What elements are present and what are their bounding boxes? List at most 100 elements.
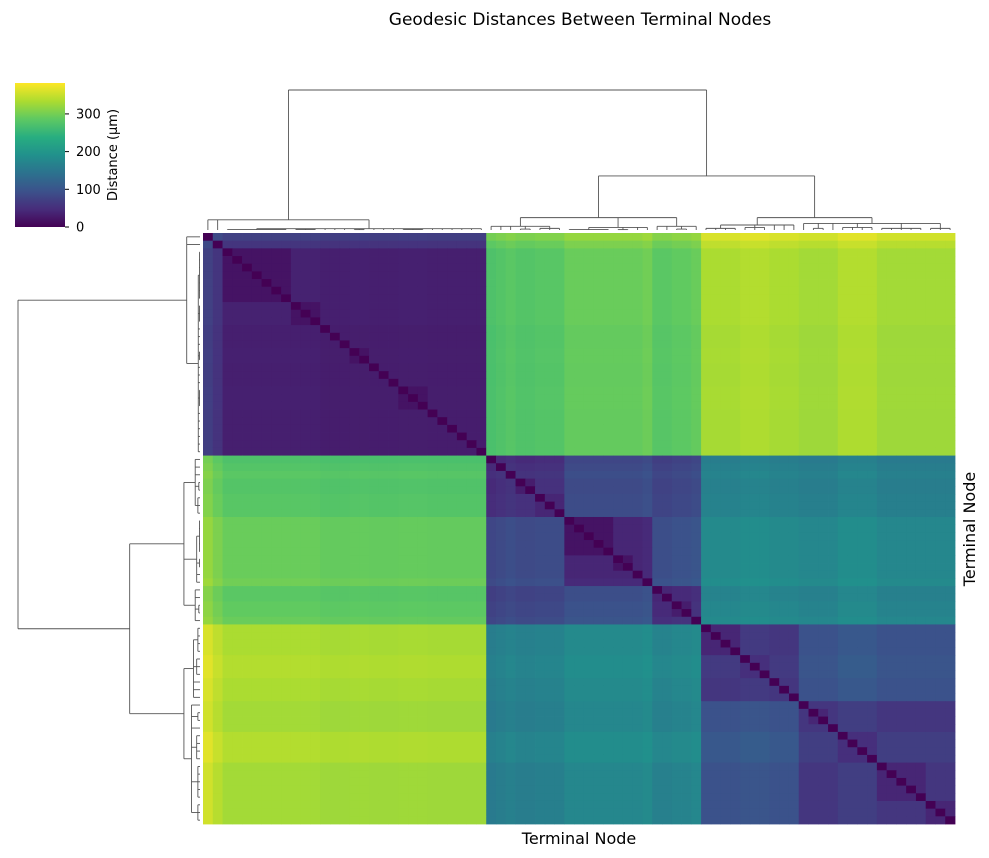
heatmap-cell bbox=[935, 509, 946, 518]
heatmap-cell bbox=[779, 394, 790, 403]
heatmap-cell bbox=[554, 655, 565, 664]
heatmap-cell bbox=[769, 332, 780, 341]
heatmap-cell bbox=[388, 271, 399, 280]
heatmap-cell bbox=[935, 309, 946, 318]
heatmap-cell bbox=[261, 432, 272, 441]
heatmap-cell bbox=[408, 286, 419, 295]
heatmap-cell bbox=[408, 271, 419, 280]
heatmap-cell bbox=[857, 233, 868, 242]
heatmap-cell bbox=[720, 655, 731, 664]
heatmap-cell bbox=[593, 440, 604, 449]
heatmap-cell bbox=[867, 685, 878, 694]
heatmap-cell bbox=[417, 348, 429, 357]
heatmap-cell bbox=[583, 632, 595, 641]
heatmap-cell bbox=[329, 363, 341, 372]
heatmap-cell bbox=[437, 463, 448, 472]
heatmap-cell bbox=[369, 286, 380, 295]
heatmap-cell bbox=[857, 693, 868, 702]
heatmap-cell bbox=[476, 639, 487, 648]
heatmap-cell bbox=[701, 655, 712, 664]
heatmap-cell bbox=[515, 639, 526, 648]
heatmap-cell bbox=[818, 294, 829, 303]
heatmap-cell bbox=[222, 532, 233, 541]
heatmap-cell bbox=[749, 678, 761, 687]
heatmap-cell bbox=[427, 447, 438, 456]
heatmap-cell bbox=[359, 647, 370, 656]
heatmap-cell bbox=[876, 670, 888, 679]
heatmap-cell bbox=[583, 325, 595, 334]
heatmap-cell bbox=[779, 233, 790, 242]
heatmap-cell bbox=[671, 555, 682, 564]
heatmap-cell bbox=[437, 348, 448, 357]
heatmap-cell bbox=[417, 478, 429, 487]
heatmap-cell bbox=[329, 440, 341, 449]
heatmap-cell bbox=[906, 256, 917, 265]
heatmap-cell bbox=[398, 639, 409, 648]
heatmap-cell bbox=[847, 325, 858, 334]
heatmap-cell bbox=[466, 685, 477, 694]
heatmap-cell bbox=[876, 256, 888, 265]
heatmap-cell bbox=[701, 279, 712, 288]
heatmap-cell bbox=[310, 632, 321, 641]
heatmap-cell bbox=[847, 662, 858, 671]
heatmap-cell bbox=[369, 371, 380, 380]
heatmap-cell bbox=[359, 432, 370, 441]
heatmap-cell bbox=[652, 493, 663, 503]
heatmap-cell bbox=[456, 632, 468, 641]
heatmap-cell bbox=[564, 470, 575, 480]
heatmap-cell bbox=[544, 501, 555, 510]
heatmap-cell bbox=[574, 501, 585, 510]
heatmap-cell bbox=[691, 371, 702, 380]
heatmap-cell bbox=[417, 516, 429, 526]
heatmap-cell bbox=[574, 248, 585, 257]
heatmap-cell bbox=[564, 601, 575, 610]
heatmap-cell bbox=[857, 424, 868, 433]
heatmap-cell bbox=[261, 463, 272, 472]
heatmap-cell bbox=[486, 509, 497, 518]
heatmap-cell bbox=[378, 516, 389, 526]
heatmap-cell bbox=[652, 248, 663, 257]
heatmap-cell bbox=[710, 478, 722, 487]
heatmap-cell bbox=[349, 378, 360, 387]
heatmap-cell bbox=[847, 271, 858, 280]
heatmap-cell bbox=[837, 409, 848, 418]
heatmap-cell bbox=[867, 639, 878, 648]
heatmap-cell bbox=[349, 670, 360, 679]
heatmap-cell bbox=[408, 578, 419, 587]
heatmap-cell bbox=[212, 348, 223, 357]
heatmap-cell bbox=[271, 470, 282, 480]
heatmap-cell bbox=[232, 271, 243, 280]
heatmap-cell bbox=[798, 455, 809, 464]
heatmap-cell bbox=[798, 279, 809, 288]
heatmap-cell bbox=[671, 294, 682, 303]
heatmap-cell bbox=[427, 693, 438, 702]
heatmap-cell bbox=[310, 394, 321, 403]
heatmap-cell bbox=[681, 509, 692, 518]
heatmap-cell bbox=[593, 547, 604, 556]
heatmap-cell bbox=[447, 286, 458, 295]
heatmap-cell bbox=[613, 493, 624, 503]
heatmap-cell bbox=[906, 248, 917, 257]
heatmap-cell bbox=[906, 355, 917, 364]
heatmap-cell bbox=[632, 363, 643, 372]
heatmap-cell bbox=[203, 524, 214, 533]
heatmap-cell bbox=[203, 478, 214, 487]
heatmap-cell bbox=[808, 540, 819, 549]
heatmap-cell bbox=[642, 378, 653, 387]
heatmap-cell bbox=[408, 570, 419, 579]
heatmap-cell bbox=[388, 317, 399, 326]
heatmap-cell bbox=[466, 233, 477, 242]
heatmap-cell bbox=[349, 317, 360, 326]
heatmap-cell bbox=[759, 325, 770, 334]
heatmap-cell bbox=[886, 593, 897, 602]
heatmap-cell bbox=[710, 455, 722, 464]
heatmap-cell bbox=[847, 233, 858, 242]
heatmap-cell bbox=[417, 547, 429, 556]
heatmap-cell bbox=[701, 325, 712, 334]
heatmap-cell bbox=[603, 563, 614, 572]
heatmap-cell bbox=[613, 578, 624, 587]
heatmap-cell bbox=[505, 378, 516, 387]
heatmap-cell bbox=[720, 355, 731, 364]
heatmap-cell bbox=[622, 524, 634, 533]
heatmap-cell bbox=[349, 286, 360, 295]
